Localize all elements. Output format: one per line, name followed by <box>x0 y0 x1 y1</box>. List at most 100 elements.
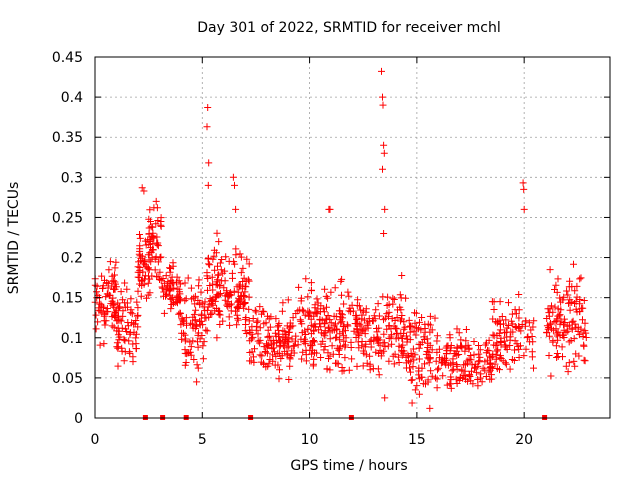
data-point <box>398 272 406 279</box>
data-point <box>545 352 553 359</box>
data-point <box>403 364 410 372</box>
data-point <box>226 301 234 309</box>
data-point <box>100 303 107 311</box>
data-point <box>566 306 574 314</box>
data-point <box>405 316 413 324</box>
data-point <box>502 316 510 324</box>
y-tick-label: 0.3 <box>61 170 83 186</box>
data-point <box>295 283 303 291</box>
data-point <box>354 338 362 346</box>
data-point <box>403 338 411 346</box>
data-point <box>341 343 349 351</box>
data-point <box>169 262 177 270</box>
data-point <box>351 320 359 327</box>
data-point <box>366 352 374 360</box>
data-point <box>192 322 200 330</box>
data-point <box>549 326 557 334</box>
data-point <box>307 330 315 338</box>
data-point <box>147 223 155 231</box>
data-point <box>545 324 553 331</box>
data-point <box>101 321 109 329</box>
data-point <box>234 314 241 322</box>
data-point <box>464 359 471 367</box>
data-point <box>332 325 340 333</box>
data-point <box>286 362 294 370</box>
data-point <box>575 352 583 360</box>
data-point <box>515 322 523 330</box>
data-point <box>560 293 568 301</box>
data-point <box>335 346 343 354</box>
data-point <box>419 380 427 388</box>
data-point <box>103 305 111 312</box>
data-point <box>395 359 403 366</box>
data-point <box>248 330 256 338</box>
data-point <box>286 354 294 362</box>
data-point <box>488 353 496 361</box>
data-point <box>511 306 519 314</box>
data-point <box>127 308 135 316</box>
data-point <box>283 344 291 352</box>
x-tick-label: 20 <box>515 432 533 448</box>
data-point <box>170 284 178 292</box>
data-point <box>278 307 286 315</box>
data-point <box>105 266 113 274</box>
data-point <box>156 276 163 283</box>
data-point <box>110 285 117 293</box>
data-point <box>235 281 243 289</box>
data-point <box>260 360 268 368</box>
data-point <box>342 327 349 335</box>
data-point <box>181 361 189 369</box>
data-point <box>388 340 396 348</box>
data-point <box>154 258 162 266</box>
x-tick-label: 5 <box>198 432 207 448</box>
data-point <box>119 296 127 304</box>
data-point <box>232 251 240 259</box>
data-point <box>475 350 483 358</box>
data-point <box>204 104 212 111</box>
data-point <box>202 326 210 334</box>
data-point <box>121 279 129 287</box>
data-point <box>298 320 306 328</box>
data-point <box>394 353 402 361</box>
data-point <box>496 326 504 334</box>
data-point <box>381 339 389 347</box>
data-point <box>236 296 244 304</box>
data-point <box>245 305 253 313</box>
data-point <box>294 307 302 315</box>
data-point <box>508 310 516 318</box>
data-point <box>381 205 389 213</box>
data-point <box>353 326 361 334</box>
data-point <box>530 317 538 325</box>
data-point <box>393 330 400 338</box>
data-point <box>264 326 272 334</box>
data-point <box>383 310 391 318</box>
data-point <box>114 299 122 307</box>
data-point <box>404 351 412 359</box>
data-point <box>103 279 111 287</box>
data-point <box>113 343 121 351</box>
data-point <box>431 314 439 322</box>
data-point <box>481 358 489 366</box>
data-point <box>178 314 186 322</box>
data-point <box>375 324 383 332</box>
data-point <box>111 264 119 272</box>
data-point <box>385 322 393 330</box>
data-point <box>109 301 117 309</box>
data-point <box>426 312 434 320</box>
data-point <box>187 284 195 292</box>
data-point <box>408 376 416 384</box>
data-point <box>554 328 562 336</box>
data-point <box>335 351 343 358</box>
data-point <box>102 293 110 301</box>
data-point <box>444 361 452 369</box>
data-point <box>132 317 140 324</box>
data-point <box>423 348 431 355</box>
y-axis-title: SRMTID / TECUs <box>6 182 22 295</box>
data-point <box>313 295 321 303</box>
data-point <box>236 250 244 258</box>
data-point <box>173 273 181 281</box>
data-point <box>405 353 413 361</box>
data-point <box>453 361 461 368</box>
y-tick-label: 0.15 <box>52 291 83 307</box>
